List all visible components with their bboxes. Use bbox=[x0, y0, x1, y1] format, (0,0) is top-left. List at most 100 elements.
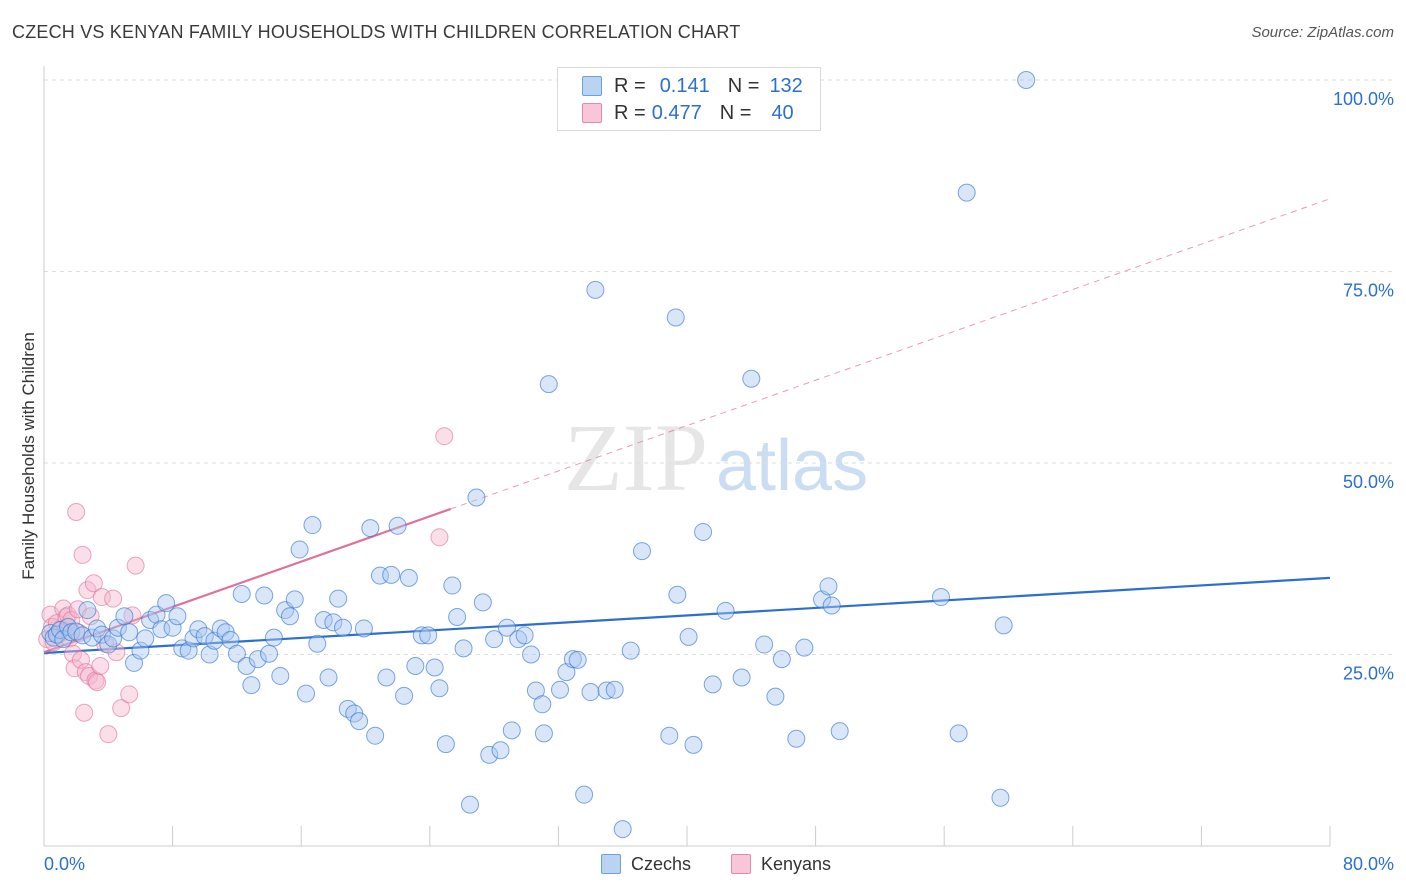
kenyan-point bbox=[430, 528, 449, 547]
legend-row-kenyan: R = 0.477 N = 40 bbox=[558, 100, 794, 126]
kenyan-point bbox=[126, 556, 145, 575]
czech-point bbox=[957, 183, 976, 202]
czech-point bbox=[1017, 71, 1036, 89]
czech-point bbox=[668, 585, 687, 604]
czech-point bbox=[819, 577, 838, 596]
czech-point bbox=[280, 607, 299, 626]
czech-point bbox=[497, 618, 516, 637]
czech-point bbox=[772, 650, 791, 669]
czech-point bbox=[184, 629, 203, 648]
czech-point bbox=[108, 618, 127, 637]
czech-point bbox=[460, 795, 479, 814]
czech-point bbox=[473, 593, 492, 612]
y-tick-labels: 25.0% 50.0% 75.0% 100.0% bbox=[1333, 89, 1394, 684]
czech-point bbox=[533, 695, 552, 714]
czech-point bbox=[430, 679, 449, 698]
czech-point bbox=[189, 620, 208, 639]
czech-point bbox=[632, 542, 651, 561]
czech-point bbox=[480, 745, 499, 764]
data-points bbox=[38, 71, 1036, 839]
czech-point bbox=[104, 629, 123, 648]
czech-point bbox=[78, 601, 97, 620]
czech-point bbox=[83, 628, 102, 647]
y-tick-label: 50.0% bbox=[1343, 472, 1394, 492]
x-tick-label-min: 0.0% bbox=[44, 854, 85, 874]
czech-point bbox=[44, 628, 63, 647]
czech-point bbox=[92, 625, 111, 644]
kenyan-point bbox=[120, 685, 139, 704]
chart-title: CZECH VS KENYAN FAMILY HOUSEHOLDS WITH C… bbox=[12, 22, 741, 42]
kenyan-trend-line bbox=[43, 507, 452, 654]
czech-point bbox=[248, 650, 267, 669]
czech-point bbox=[522, 645, 541, 664]
czech-point bbox=[485, 630, 504, 649]
czech-point bbox=[795, 638, 814, 657]
czech-point bbox=[515, 626, 534, 645]
czech-point bbox=[354, 619, 373, 638]
czech-point bbox=[157, 594, 176, 613]
czech-point bbox=[419, 626, 438, 645]
trend-lines bbox=[43, 198, 1331, 655]
czech-point bbox=[830, 722, 849, 741]
czech-trend-line bbox=[43, 576, 1331, 655]
czech-n-value: 132 bbox=[769, 74, 803, 97]
watermark: ZIP atlas bbox=[564, 404, 868, 511]
czech-point bbox=[406, 656, 425, 675]
watermark-zip: ZIP bbox=[564, 404, 708, 511]
czech-point bbox=[412, 626, 431, 645]
czech-point bbox=[436, 735, 455, 754]
czech-point bbox=[195, 627, 214, 646]
source-credit: Source: ZipAtlas.com bbox=[1251, 24, 1394, 41]
kenyan-point bbox=[75, 703, 94, 722]
czech-point bbox=[329, 589, 348, 608]
bottom-legend-czechs: Czechs bbox=[601, 852, 691, 876]
czech-point bbox=[568, 650, 587, 669]
czech-point bbox=[742, 369, 761, 388]
czech-point bbox=[115, 607, 134, 626]
kenyan-point bbox=[112, 699, 131, 718]
czech-point bbox=[679, 627, 698, 646]
czech-point bbox=[147, 605, 166, 624]
czech-point bbox=[586, 280, 605, 299]
czech-r-value: 0.141 bbox=[659, 74, 710, 97]
y-axis-label: Family Households with Children bbox=[19, 332, 38, 580]
czech-point bbox=[242, 676, 261, 695]
kenyan-point bbox=[73, 545, 92, 564]
czech-point bbox=[255, 586, 274, 605]
czech-point bbox=[605, 680, 624, 699]
czech-point bbox=[136, 629, 155, 648]
czech-point bbox=[448, 607, 467, 626]
czech-point bbox=[120, 623, 139, 642]
czech-point bbox=[539, 375, 558, 394]
czech-point bbox=[260, 644, 279, 663]
czech-point bbox=[575, 785, 594, 804]
czech-point bbox=[297, 684, 316, 703]
czech-point bbox=[621, 641, 640, 660]
czech-point bbox=[557, 663, 576, 682]
kenyan-point bbox=[435, 427, 454, 446]
czech-point bbox=[308, 634, 327, 653]
czech-point bbox=[333, 618, 352, 637]
czech-point bbox=[152, 620, 171, 639]
kenyan-point bbox=[91, 656, 110, 675]
czech-point bbox=[613, 820, 632, 839]
grid bbox=[44, 79, 1394, 655]
czech-point bbox=[443, 576, 462, 595]
czech-point bbox=[350, 712, 369, 731]
czech-point bbox=[660, 726, 679, 745]
czech-point bbox=[319, 668, 338, 687]
czech-point bbox=[366, 726, 385, 745]
czech-point bbox=[163, 618, 182, 637]
x-tick-label-max: 80.0% bbox=[1343, 854, 1394, 874]
czech-point bbox=[467, 488, 486, 507]
czech-n-label: N = bbox=[727, 74, 760, 97]
czech-point bbox=[787, 729, 806, 748]
czech-point bbox=[732, 668, 751, 687]
czech-point bbox=[694, 522, 713, 541]
kenyan-n-value: 40 bbox=[771, 101, 794, 124]
czech-point bbox=[271, 666, 290, 685]
czech-point bbox=[766, 687, 785, 706]
czech-point bbox=[338, 699, 357, 718]
czech-point bbox=[377, 668, 396, 687]
